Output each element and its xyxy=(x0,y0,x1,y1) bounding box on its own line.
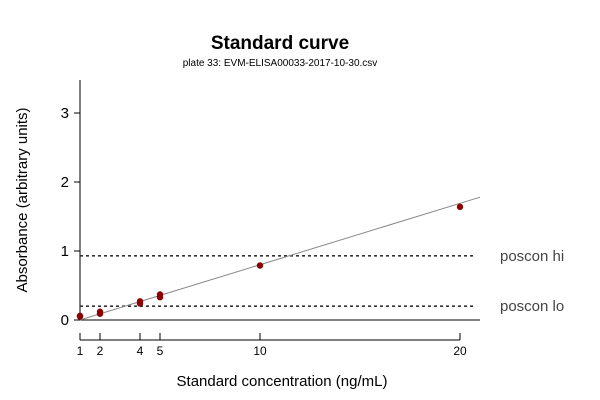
reference-line-label: poscon hi xyxy=(500,248,564,265)
x-tick-label: 20 xyxy=(453,344,467,358)
y-tick-label: 0 xyxy=(61,312,69,329)
y-tick-label: 1 xyxy=(61,243,69,260)
data-point xyxy=(96,308,104,315)
fit-line xyxy=(79,196,481,321)
data-point xyxy=(136,298,144,305)
y-tick-label: 3 xyxy=(61,105,69,122)
x-tick-label: 10 xyxy=(253,344,267,358)
x-tick-label: 5 xyxy=(157,344,164,358)
chart-subtitle: plate 33: EVM-ELISA00033-2017-10-30.csv xyxy=(183,58,378,69)
x-tick-label: 4 xyxy=(137,344,144,358)
data-point xyxy=(76,312,84,320)
y-axis-label: Absorbance (arbitrary units) xyxy=(14,107,31,292)
reference-line-label: poscon lo xyxy=(500,298,564,315)
x-tick-label: 2 xyxy=(97,344,104,358)
y-tick-label: 2 xyxy=(61,174,69,191)
chart-title: Standard curve xyxy=(211,33,349,54)
x-axis-label: Standard concentration (ng/mL) xyxy=(177,373,388,390)
x-tick-label: 1 xyxy=(77,344,84,358)
data-point xyxy=(456,203,464,211)
data-point xyxy=(156,291,164,298)
data-point xyxy=(256,262,264,269)
